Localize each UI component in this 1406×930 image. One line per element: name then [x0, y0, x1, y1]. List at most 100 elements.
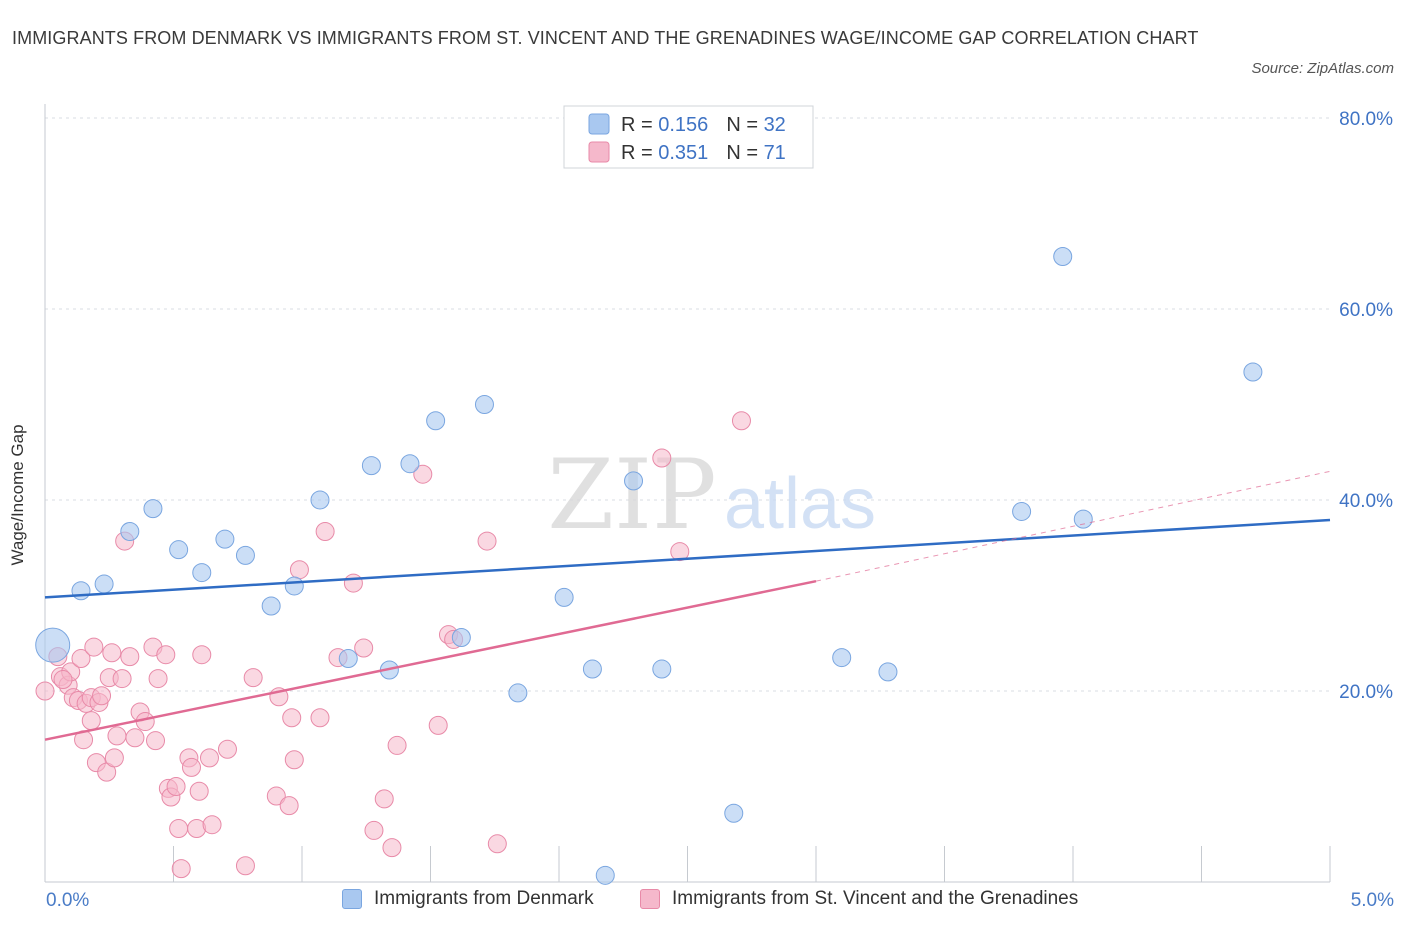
data-point-st-vincent — [428, 715, 448, 735]
data-point-denmark — [361, 456, 381, 476]
trend-lines — [44, 470, 1331, 741]
watermark-atlas: atlas — [724, 464, 876, 544]
data-point-st-vincent — [146, 731, 166, 751]
data-point-st-vincent — [148, 669, 168, 689]
data-point-st-vincent — [84, 637, 104, 657]
data-point-denmark — [1243, 362, 1263, 382]
data-point-denmark — [724, 803, 744, 823]
data-point-denmark — [261, 596, 281, 616]
axes — [44, 104, 1331, 883]
data-point-st-vincent — [289, 560, 309, 580]
data-point-denmark — [338, 649, 358, 669]
x-tick-label-max: 5.0% — [1350, 890, 1394, 911]
data-point-denmark — [554, 587, 574, 607]
bottom-legend: Immigrants from Denmark Immigrants from … — [0, 888, 1406, 918]
data-point-denmark — [235, 545, 255, 565]
source-label: Source: ZipAtlas.com — [1251, 60, 1394, 77]
legend-n-label: N = — [726, 114, 763, 136]
legend-n-value: 32 — [764, 114, 786, 136]
data-point-denmark — [120, 522, 140, 542]
data-point-st-vincent — [192, 645, 212, 665]
data-point-denmark — [169, 540, 189, 560]
data-point-denmark — [143, 499, 163, 519]
legend-r-value: 0.156 — [658, 114, 708, 136]
data-point-denmark — [451, 628, 471, 648]
data-point-st-vincent — [202, 815, 222, 835]
data-point-denmark — [652, 659, 672, 679]
data-point-denmark — [284, 576, 304, 596]
data-point-st-vincent — [374, 789, 394, 809]
data-point-st-vincent — [92, 686, 112, 706]
data-point-st-vincent — [354, 638, 374, 658]
legend-row-denmark: R = 0.156 N = 32 — [621, 114, 786, 136]
bottom-legend-denmark: Immigrants from Denmark — [342, 888, 594, 910]
data-point-denmark — [878, 662, 898, 682]
data-point-st-vincent — [243, 668, 263, 688]
data-point-denmark — [624, 471, 644, 491]
watermark-zip: ZIP — [547, 439, 716, 551]
data-point-st-vincent — [169, 819, 189, 839]
bottom-legend-swatch-st-vincent — [640, 889, 660, 909]
legend-swatch-denmark — [588, 113, 610, 135]
data-point-denmark — [310, 490, 330, 510]
legend-n-label: N = — [726, 142, 763, 164]
legend-r-label: R = — [621, 114, 658, 136]
data-point-st-vincent — [284, 750, 304, 770]
data-point-denmark — [1053, 246, 1073, 266]
data-point-st-vincent — [120, 647, 140, 667]
bottom-legend-swatch-denmark — [342, 889, 362, 909]
data-point-denmark — [35, 627, 71, 663]
data-point-denmark — [508, 683, 528, 703]
data-point-st-vincent — [310, 708, 330, 728]
data-point-denmark — [1012, 501, 1032, 521]
data-point-st-vincent — [199, 748, 219, 768]
data-point-st-vincent — [652, 448, 672, 468]
data-point-st-vincent — [279, 796, 299, 816]
data-point-st-vincent — [387, 735, 407, 755]
data-point-st-vincent — [364, 820, 384, 840]
trend-line-st-vincent-extension — [815, 470, 1331, 582]
data-point-denmark — [71, 581, 91, 601]
data-point-st-vincent — [181, 757, 201, 777]
legend-r-value: 0.351 — [658, 142, 708, 164]
series-denmark-points — [35, 246, 1263, 885]
data-point-st-vincent — [731, 411, 751, 431]
data-point-denmark — [400, 454, 420, 474]
data-point-st-vincent — [487, 834, 507, 854]
data-point-st-vincent — [670, 542, 690, 562]
legend-n-value: 71 — [764, 142, 786, 164]
data-point-st-vincent — [53, 670, 73, 690]
data-point-st-vincent — [35, 681, 55, 701]
data-point-denmark — [192, 563, 212, 583]
data-point-denmark — [94, 574, 114, 594]
y-tick-label: 60.0% — [1339, 300, 1393, 321]
data-point-st-vincent — [107, 726, 127, 746]
legend: R = 0.156 N = 32 R = 0.351 N = 71 — [563, 105, 814, 169]
chart-title: IMMIGRANTS FROM DENMARK VS IMMIGRANTS FR… — [12, 28, 1199, 48]
data-point-st-vincent — [343, 573, 363, 593]
trend-line-st-vincent — [44, 579, 817, 741]
grid-lines — [45, 117, 1330, 692]
data-point-st-vincent — [156, 645, 176, 665]
bottom-legend-label-denmark: Immigrants from Denmark — [374, 888, 594, 909]
legend-r-label: R = — [621, 142, 658, 164]
data-point-denmark — [474, 395, 494, 414]
data-point-st-vincent — [125, 728, 145, 748]
trend-line-denmark — [44, 518, 1331, 599]
data-point-st-vincent — [266, 786, 286, 806]
data-point-denmark — [426, 411, 446, 431]
data-point-st-vincent — [282, 708, 302, 728]
data-point-st-vincent — [112, 669, 132, 689]
bottom-legend-st-vincent: Immigrants from St. Vincent and the Gren… — [640, 888, 1078, 910]
data-point-st-vincent — [171, 859, 191, 879]
y-tick-label: 80.0% — [1339, 109, 1393, 130]
data-point-denmark — [595, 865, 615, 885]
data-point-st-vincent — [104, 748, 124, 768]
data-point-st-vincent — [166, 777, 186, 796]
data-point-st-vincent — [235, 856, 255, 876]
data-point-st-vincent — [413, 464, 433, 484]
data-point-st-vincent — [477, 531, 497, 551]
data-point-st-vincent — [81, 711, 101, 731]
y-axis-label: Wage/Income Gap — [8, 424, 27, 566]
